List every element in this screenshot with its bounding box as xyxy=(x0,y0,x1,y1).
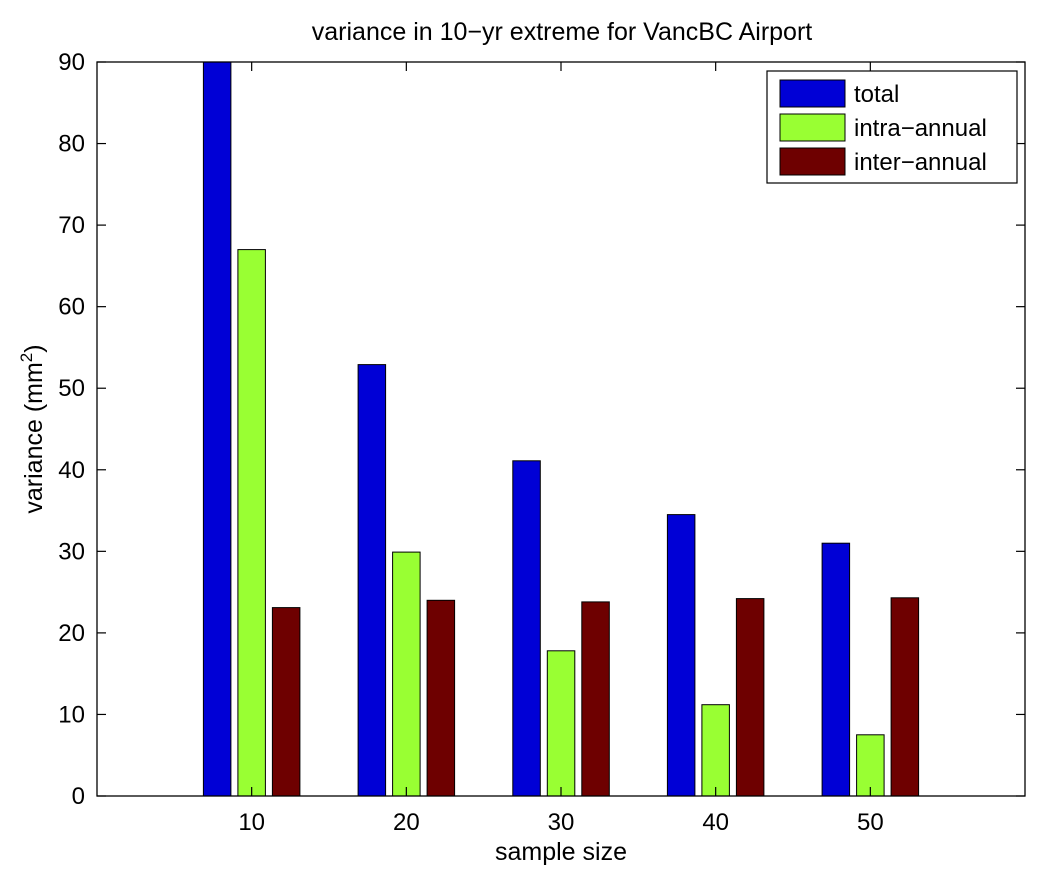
x-axis-label: sample size xyxy=(495,838,627,866)
bar-intra-annual-30 xyxy=(546,650,576,797)
legend-swatch-inter-annual xyxy=(779,147,846,176)
y-axis-ticks: 0 10 20 30 40 50 60 70 80 90 xyxy=(58,49,1025,810)
bar-intra-annual-50 xyxy=(856,734,885,797)
x-axis-ticks: 10 20 30 40 50 xyxy=(238,62,884,836)
legend-label-total: total xyxy=(854,81,899,108)
bar-intra-annual-20 xyxy=(392,551,421,797)
legend-label-intra-annual: intra−annual xyxy=(854,115,987,142)
y-tick-label: 90 xyxy=(58,49,85,76)
y-axis-label-suffix: ) xyxy=(20,344,48,352)
legend-label-inter-annual: inter−annual xyxy=(854,149,987,176)
bar-total-50 xyxy=(821,542,851,797)
legend-swatch-total xyxy=(779,79,846,108)
y-axis-label-main: variance (mm xyxy=(20,362,48,513)
y-tick-label: 70 xyxy=(58,212,85,239)
bar-inter-annual-30 xyxy=(581,601,610,797)
legend: total intra−annual inter−annual xyxy=(766,70,1018,184)
bar-inter-annual-40 xyxy=(735,598,765,797)
legend-swatch-intra-annual xyxy=(779,113,846,142)
y-tick-label: 80 xyxy=(58,131,85,158)
y-tick-label: 30 xyxy=(58,538,85,565)
x-tick-label: 20 xyxy=(393,809,420,836)
bar-total-30 xyxy=(512,460,541,797)
x-tick-label: 10 xyxy=(238,809,265,836)
y-tick-label: 50 xyxy=(58,375,85,402)
bar-inter-annual-20 xyxy=(426,599,456,797)
bar-intra-annual-40 xyxy=(701,704,730,797)
y-tick-label: 40 xyxy=(58,457,85,484)
y-tick-label: 0 xyxy=(72,783,85,810)
y-tick-label: 60 xyxy=(58,294,85,321)
bar-inter-annual-50 xyxy=(890,597,920,797)
x-tick-label: 30 xyxy=(548,809,575,836)
bar-total-10 xyxy=(202,61,232,797)
y-tick-label: 10 xyxy=(58,701,85,728)
y-axis-label: variance (mm2) xyxy=(17,344,48,513)
bar-inter-annual-10 xyxy=(271,607,301,797)
bar-intra-annual-10 xyxy=(237,249,266,797)
chart-title: variance in 10−yr extreme for VancBC Air… xyxy=(312,18,813,46)
y-tick-label: 20 xyxy=(58,620,85,647)
x-tick-label: 40 xyxy=(702,809,729,836)
bars-group xyxy=(202,61,920,797)
x-tick-label: 50 xyxy=(857,809,884,836)
bar-total-40 xyxy=(666,514,696,797)
plot-area-frame xyxy=(96,61,1026,797)
y-axis-label-superscript: 2 xyxy=(17,353,36,362)
bar-total-20 xyxy=(357,364,387,797)
